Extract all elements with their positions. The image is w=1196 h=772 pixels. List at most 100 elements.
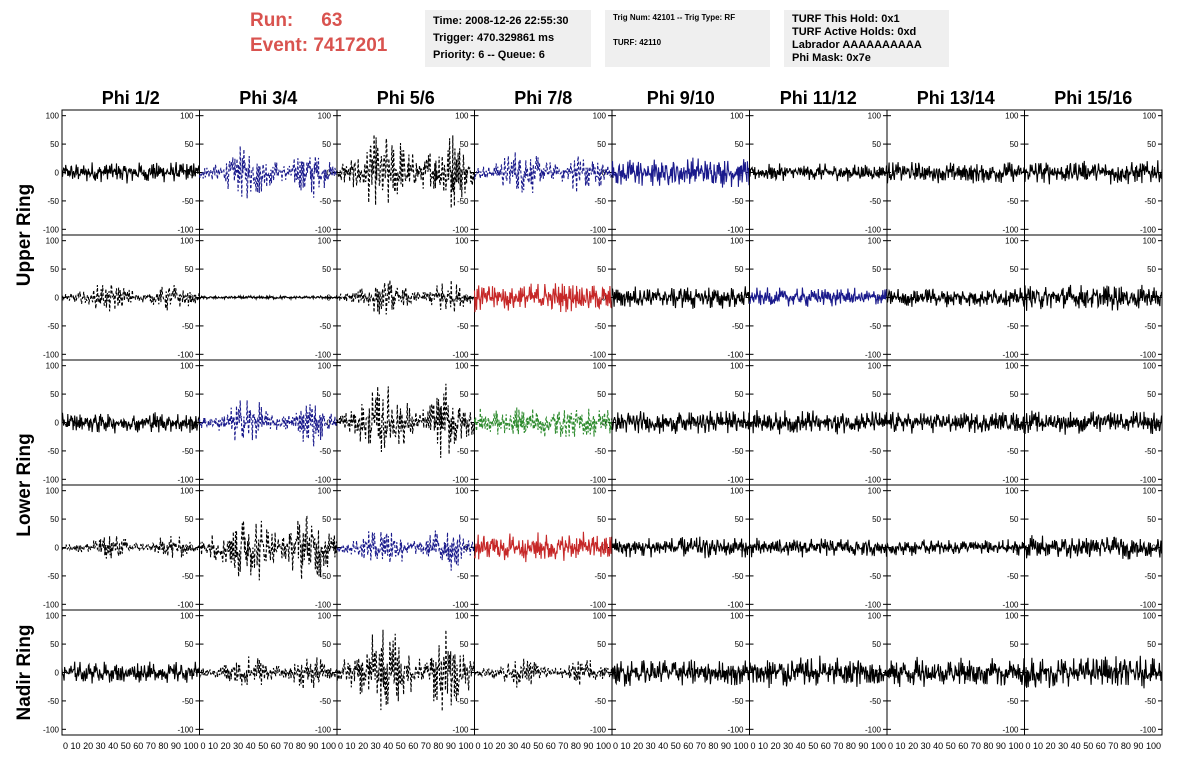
y-tick-label: -50 bbox=[182, 447, 194, 456]
y-tick-label: -100 bbox=[1140, 725, 1157, 734]
y-tick-label: -50 bbox=[732, 572, 744, 581]
run-label: Run: bbox=[250, 10, 294, 31]
y-tick-label: 50 bbox=[322, 515, 331, 524]
y-tick-label: 0 bbox=[327, 544, 332, 553]
y-tick-label: -50 bbox=[594, 697, 606, 706]
y-tick-label: -100 bbox=[43, 225, 60, 234]
y-tick-label: -100 bbox=[727, 725, 744, 734]
y-tick-label: -50 bbox=[47, 197, 59, 206]
y-tick-label: -100 bbox=[727, 475, 744, 484]
y-tick-label: -50 bbox=[1007, 447, 1019, 456]
y-tick-label: 50 bbox=[1147, 265, 1156, 274]
y-tick-label: -100 bbox=[1002, 350, 1019, 359]
y-tick-label: 50 bbox=[597, 265, 606, 274]
y-tick-label: -50 bbox=[457, 197, 469, 206]
column-title: Phi 11/12 bbox=[780, 88, 857, 108]
y-tick-label: -50 bbox=[594, 447, 606, 456]
column-title: Phi 9/10 bbox=[647, 88, 715, 108]
y-tick-label: 50 bbox=[597, 390, 606, 399]
y-tick-label: 0 bbox=[1152, 544, 1157, 553]
y-tick-label: -100 bbox=[865, 475, 882, 484]
y-tick-label: -100 bbox=[177, 725, 194, 734]
y-tick-label: 50 bbox=[597, 640, 606, 649]
waveform-trace bbox=[336, 383, 476, 458]
waveform-trace bbox=[336, 280, 475, 315]
y-tick-label: -50 bbox=[732, 697, 744, 706]
waveform-trace bbox=[336, 530, 476, 571]
waveform-trace bbox=[748, 410, 888, 435]
y-tick-label: -100 bbox=[452, 475, 469, 484]
waveform-trace bbox=[886, 411, 1026, 434]
y-tick-label: -100 bbox=[43, 350, 60, 359]
y-tick-label: 50 bbox=[872, 640, 881, 649]
waveform-trace bbox=[61, 412, 201, 434]
waveform-trace bbox=[611, 536, 750, 559]
y-tick-label: 50 bbox=[185, 390, 194, 399]
y-tick-label: 50 bbox=[460, 140, 469, 149]
y-tick-label: 50 bbox=[50, 390, 59, 399]
y-tick-label: 50 bbox=[735, 265, 744, 274]
waveform-trace bbox=[61, 162, 201, 184]
y-tick-label: -50 bbox=[869, 697, 881, 706]
waveform-trace bbox=[473, 152, 613, 194]
y-tick-label: -100 bbox=[1140, 600, 1157, 609]
waveform-trace bbox=[1023, 284, 1163, 311]
y-tick-label: -100 bbox=[1002, 600, 1019, 609]
waveform-trace bbox=[748, 163, 888, 182]
waveform-trace bbox=[336, 629, 476, 712]
waveform-trace bbox=[1023, 535, 1163, 560]
y-tick-label: 50 bbox=[1147, 515, 1156, 524]
waveform-trace bbox=[198, 400, 338, 447]
y-tick-label: -50 bbox=[732, 197, 744, 206]
y-tick-label: 100 bbox=[46, 487, 60, 496]
column-title: Phi 5/6 bbox=[377, 88, 435, 108]
y-tick-label: -100 bbox=[177, 225, 194, 234]
y-tick-label: 50 bbox=[597, 515, 606, 524]
y-tick-label: 100 bbox=[318, 237, 332, 246]
x-tick-labels: 0 10 20 30 40 50 60 70 80 90 100 bbox=[888, 741, 1024, 751]
y-tick-label: 0 bbox=[327, 419, 332, 428]
y-tick-label: -50 bbox=[182, 697, 194, 706]
y-tick-label: 100 bbox=[593, 612, 607, 621]
waveform-trace bbox=[886, 161, 1026, 184]
y-tick-label: 100 bbox=[1005, 362, 1019, 371]
waveform-trace bbox=[61, 661, 201, 684]
y-tick-label: 0 bbox=[55, 419, 60, 428]
y-tick-label: 50 bbox=[1147, 390, 1156, 399]
y-tick-label: 50 bbox=[50, 515, 59, 524]
y-tick-label: -50 bbox=[47, 447, 59, 456]
trig-num-text: Trig Num: 42101 -- Trig Type: RF bbox=[613, 13, 736, 22]
run-value: 63 bbox=[321, 10, 343, 31]
waveform-trace bbox=[886, 287, 1026, 308]
waveform-trace bbox=[473, 531, 613, 563]
y-tick-label: 50 bbox=[1010, 390, 1019, 399]
turf-info-panel: TURF This Hold: 0x1 TURF Active Holds: 0… bbox=[784, 10, 949, 67]
x-tick-labels: 0 10 20 30 40 50 60 70 80 90 100 bbox=[63, 741, 199, 751]
y-tick-label: 50 bbox=[50, 265, 59, 274]
y-tick-label: 0 bbox=[327, 169, 332, 178]
y-tick-label: -50 bbox=[1144, 697, 1156, 706]
y-tick-label: 100 bbox=[455, 612, 469, 621]
waveform-trace bbox=[886, 539, 1026, 556]
y-tick-label: 100 bbox=[868, 362, 882, 371]
y-tick-label: 50 bbox=[460, 390, 469, 399]
event-value: 7417201 bbox=[313, 35, 388, 56]
waveform-trace bbox=[61, 535, 201, 559]
y-tick-label: 50 bbox=[735, 515, 744, 524]
y-tick-label: -50 bbox=[1007, 697, 1019, 706]
y-tick-label: -50 bbox=[457, 447, 469, 456]
y-tick-label: -100 bbox=[43, 475, 60, 484]
waveform-trace bbox=[611, 410, 751, 434]
y-tick-label: 50 bbox=[50, 140, 59, 149]
y-tick-label: 0 bbox=[464, 669, 469, 678]
column-title: Phi 7/8 bbox=[514, 88, 572, 108]
x-tick-labels: 0 10 20 30 40 50 60 70 80 90 100 bbox=[1026, 741, 1162, 751]
y-tick-label: -50 bbox=[869, 572, 881, 581]
waveform-trace bbox=[611, 659, 751, 687]
y-tick-label: -100 bbox=[727, 225, 744, 234]
y-tick-label: 50 bbox=[322, 640, 331, 649]
y-tick-label: 50 bbox=[1010, 640, 1019, 649]
y-tick-label: 100 bbox=[868, 237, 882, 246]
y-tick-label: -100 bbox=[727, 350, 744, 359]
